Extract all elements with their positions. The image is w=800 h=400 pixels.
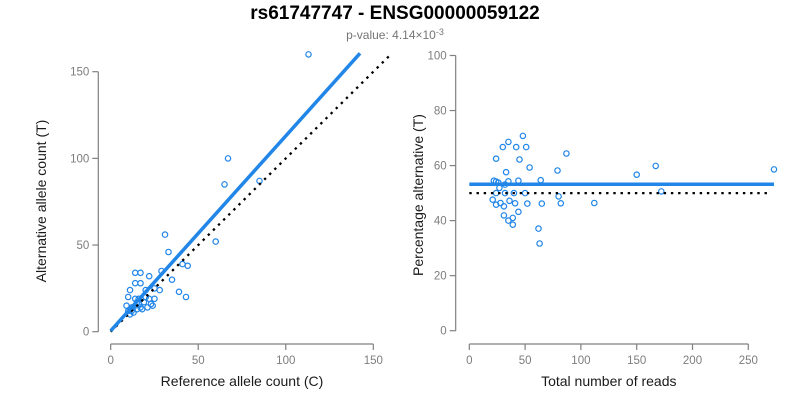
data-point (505, 217, 512, 224)
data-point (145, 272, 153, 280)
data-point (515, 208, 522, 216)
y-tick-label: 20 (434, 271, 447, 283)
data-point (175, 288, 183, 296)
data-point (492, 201, 500, 209)
regression-line (109, 52, 362, 332)
data-point (182, 293, 190, 301)
x-axis-label: Total number of reads (541, 373, 676, 389)
data-point (538, 200, 546, 207)
y-tick-label: 0 (83, 327, 89, 339)
y-tick-label: 100 (70, 153, 89, 165)
data-point (633, 171, 641, 179)
data-point (489, 196, 497, 204)
y-tick-label: 150 (70, 67, 89, 79)
data-point (536, 240, 543, 247)
data-point (535, 225, 542, 232)
data-point (510, 189, 518, 197)
y-axis-label: Alternative allele count (T) (33, 120, 49, 283)
data-point (512, 143, 520, 151)
data-point (137, 279, 144, 287)
y-tick-label: 60 (434, 161, 447, 173)
data-point (492, 189, 500, 197)
identity-line (109, 54, 391, 333)
data-point (500, 212, 508, 219)
data-point (184, 262, 192, 270)
y-tick-label: 0 (440, 326, 446, 338)
data-point (221, 181, 228, 188)
x-tick-label: 50 (519, 355, 532, 367)
right-x-axis: 0 50 100 150 200 250 Total number of reads (466, 343, 758, 389)
data-point (770, 166, 778, 173)
data-point (509, 221, 517, 229)
data-point (511, 200, 519, 207)
data-point (161, 231, 169, 238)
data-point (500, 203, 508, 210)
data-point (557, 200, 565, 207)
data-point (137, 269, 144, 277)
data-point (519, 132, 527, 140)
x-tick-label: 150 (627, 355, 646, 367)
data-point (212, 238, 220, 245)
data-point (516, 156, 523, 163)
y-tick-label: 50 (77, 240, 90, 252)
data-point (144, 304, 151, 311)
data-point (124, 293, 132, 301)
data-point (492, 155, 500, 163)
x-tick-label: 100 (571, 355, 590, 367)
data-point (537, 176, 545, 184)
left-y-axis: 0 50 100 150 Alternative allele count (T) (33, 67, 99, 339)
x-tick-label: 200 (683, 355, 702, 367)
data-point (131, 279, 139, 287)
data-point (151, 295, 158, 303)
data-point (505, 138, 512, 146)
x-tick-label: 100 (276, 355, 295, 367)
data-point (156, 286, 164, 294)
data-point (165, 248, 172, 256)
data-point (526, 164, 533, 171)
data-point (502, 168, 510, 176)
x-tick-label: 0 (466, 355, 472, 367)
y-tick-label: 80 (434, 106, 447, 118)
data-point (522, 143, 530, 151)
data-point (131, 269, 139, 277)
data-point (563, 150, 570, 157)
right-scatter-panel (469, 132, 778, 247)
left-x-axis: 0 50 100 150 Reference allele count (C) (107, 343, 383, 389)
data-point (506, 197, 513, 205)
data-point (555, 193, 562, 200)
data-point (652, 162, 660, 170)
data-point (523, 200, 531, 207)
data-point (137, 304, 144, 311)
x-tick-label: 50 (192, 355, 205, 367)
y-tick-label: 40 (434, 216, 447, 228)
data-point (168, 276, 176, 284)
data-point (305, 51, 312, 58)
data-point (179, 260, 186, 268)
x-tick-label: 150 (364, 355, 383, 367)
data-point (499, 143, 507, 151)
left-scatter-panel (109, 51, 391, 333)
y-tick-label: 100 (428, 51, 447, 63)
x-axis-label: Reference allele count (C) (161, 373, 324, 389)
x-tick-label: 250 (739, 355, 758, 367)
right-y-axis: 0 20 40 60 80 100 Percentage alternative (T) (410, 51, 457, 338)
data-point (590, 199, 598, 207)
x-tick-label: 0 (107, 355, 113, 367)
y-axis-label: Percentage alternative (T) (410, 114, 426, 276)
data-point (554, 167, 561, 174)
data-point (224, 155, 232, 162)
data-point (657, 188, 665, 195)
data-point (126, 286, 134, 294)
